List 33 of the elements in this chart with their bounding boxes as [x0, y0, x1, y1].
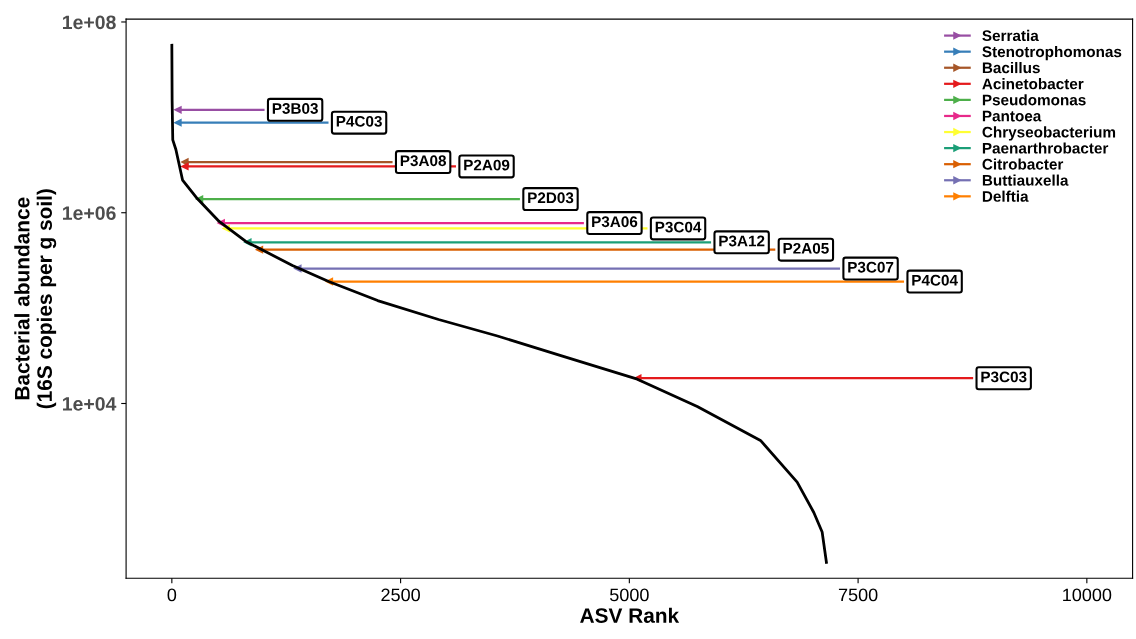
- legend-label: Stenotrophomonas: [982, 45, 1122, 61]
- legend-label: Bacillus: [982, 62, 1040, 74]
- annotation: P2A09: [464, 159, 510, 171]
- x-tick-label: 0: [167, 588, 177, 602]
- annotation: P4C03: [336, 115, 382, 127]
- x-axis-title: ASV Rank: [580, 607, 680, 623]
- y-tick-label: 1e+08: [62, 15, 116, 30]
- annotation: P3C07: [848, 261, 894, 273]
- annotation: P3B03: [272, 103, 318, 114]
- legend-label: Buttiauxella: [982, 174, 1069, 186]
- annotation: P3C04: [655, 221, 702, 233]
- x-tick-label: 2500: [381, 588, 420, 602]
- annotation: P3C03: [981, 371, 1027, 383]
- legend-label: Citrobacter: [982, 158, 1064, 170]
- annotation: P3A08: [400, 155, 447, 167]
- annotation: P4C04: [912, 274, 958, 286]
- annotation: P2D03: [528, 192, 574, 204]
- legend-label: Acinetobacter: [982, 78, 1084, 90]
- annotation: P2A05: [783, 242, 829, 254]
- y-tick-label: 1e+06: [62, 206, 116, 220]
- legend-label: Delftia: [982, 190, 1029, 202]
- x-tick-label: 10000: [1063, 588, 1112, 602]
- legend-label: Pantoea: [982, 110, 1042, 122]
- y-tick-label: 1e+04: [62, 396, 117, 411]
- legend-label: Serratia: [982, 29, 1039, 42]
- annotation: P3A06: [592, 216, 638, 228]
- x-tick-label: 5000: [609, 588, 649, 602]
- y-axis-title: Bacterial abundance (16S copies per g soil): [14, 189, 57, 409]
- legend-label: Chryseobacterium: [982, 126, 1116, 141]
- legend-label: Paenarthrobacter: [982, 142, 1109, 154]
- legend-label: Pseudomonas: [982, 94, 1086, 106]
- annotation: P3A12: [719, 235, 765, 247]
- x-tick-label: 7500: [838, 588, 878, 602]
